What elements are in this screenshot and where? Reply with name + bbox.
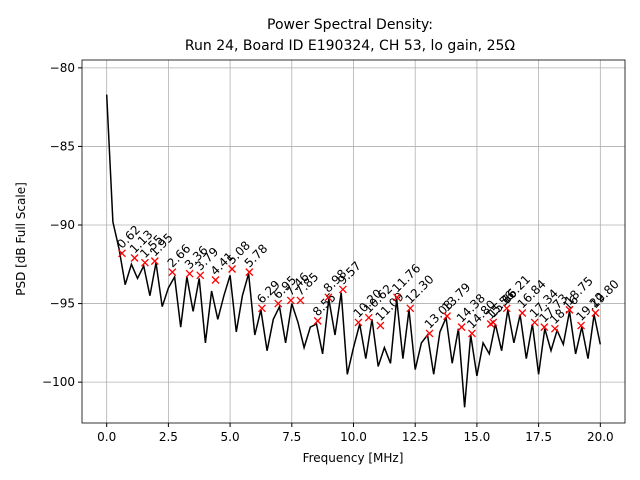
peak-marker xyxy=(313,316,322,325)
peak-marker xyxy=(211,276,220,284)
peak-marker xyxy=(228,265,237,273)
peak-marker xyxy=(540,323,549,332)
peak-marker xyxy=(406,304,415,313)
y-axis-label: PSD [dB Full Scale] xyxy=(14,182,28,296)
plot-frame xyxy=(81,59,626,424)
peak-marker xyxy=(577,321,586,330)
x-tick-label: 10.0 xyxy=(340,430,367,444)
peak-marker xyxy=(354,318,363,327)
peak-marker xyxy=(324,293,333,302)
peak-marker xyxy=(468,329,476,338)
peak-marker xyxy=(286,296,295,305)
x-tick-label: 5.0 xyxy=(221,430,240,444)
x-tick-label: 15.0 xyxy=(464,430,491,444)
peak-marker xyxy=(338,285,347,294)
peak-marker xyxy=(257,304,266,313)
y-tick-label: −90 xyxy=(50,218,75,232)
peak-marker xyxy=(591,309,600,317)
chart-subtitle: Run 24, Board ID E190324, CH 53, lo gain… xyxy=(185,38,515,54)
chart-title: Power Spectral Density: xyxy=(267,17,433,33)
x-tick-label: 0.0 xyxy=(97,430,116,444)
peak-marker xyxy=(392,293,401,302)
peak-marker xyxy=(364,313,373,322)
peak-marker xyxy=(376,321,385,330)
x-tick-label: 2.5 xyxy=(159,430,178,444)
peak-marker xyxy=(565,305,574,314)
psd-line xyxy=(105,94,602,408)
peak-marker xyxy=(489,318,498,327)
peak-marker xyxy=(425,329,434,338)
peak-label: 9.57 xyxy=(335,259,364,288)
peak-marker xyxy=(274,299,283,308)
peak-marker xyxy=(457,323,466,332)
peak-marker xyxy=(118,249,126,258)
peak-marker xyxy=(168,268,177,277)
peak-marker xyxy=(150,257,159,266)
peak-marker xyxy=(196,271,205,280)
y-tick-label: −100 xyxy=(42,375,75,389)
peak-marker xyxy=(443,312,452,321)
peak-label: 8.55 xyxy=(310,290,339,319)
x-tick-label: 17.5 xyxy=(525,430,552,444)
x-tick-label: 20.0 xyxy=(587,430,614,444)
x-axis-label: Frequency [MHz] xyxy=(303,451,404,465)
peak-marker xyxy=(530,318,539,327)
peak-marker xyxy=(550,324,559,333)
x-tick-label: 7.5 xyxy=(282,430,301,444)
peak-marker xyxy=(296,296,305,305)
peak-marker xyxy=(518,309,527,317)
peak-marker xyxy=(245,268,254,277)
peak-marker xyxy=(140,258,149,267)
y-tick-label: −95 xyxy=(50,297,75,311)
peak-marker xyxy=(185,269,194,278)
x-tick-label: 12.5 xyxy=(402,430,429,444)
peak-marker xyxy=(130,254,139,262)
peak-marker xyxy=(502,304,511,313)
y-tick-label: −85 xyxy=(50,139,75,153)
y-tick-label: −80 xyxy=(50,61,75,75)
